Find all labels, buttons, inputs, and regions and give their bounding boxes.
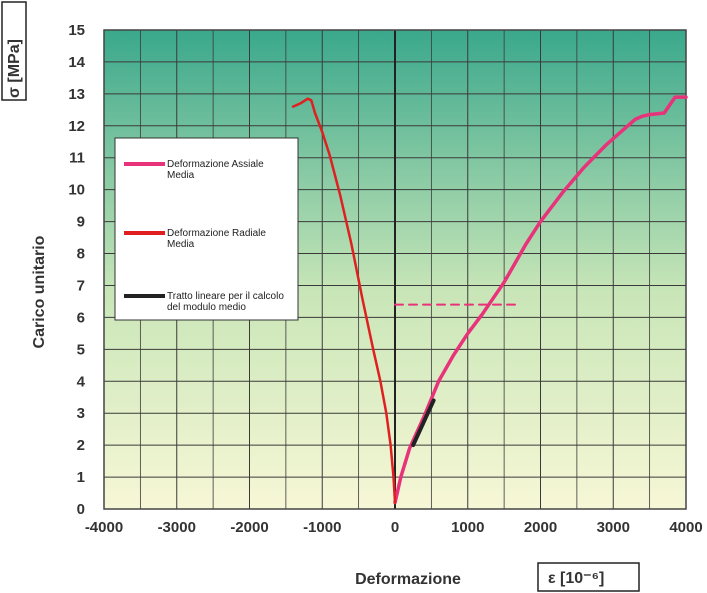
y-axis-title: Carico unitario (31, 235, 48, 348)
series-line-1 (291, 97, 397, 504)
y-tick-label-1: 1 (77, 469, 85, 486)
y-tick-label-5: 5 (77, 341, 85, 358)
y-tick-label-13: 13 (68, 86, 85, 103)
legend-label-2-1: del modulo medio (167, 302, 246, 313)
x-tick-label-1: -3000 (158, 519, 196, 536)
y-tick-label-4: 4 (77, 373, 86, 390)
series-line-2 (411, 398, 436, 448)
x-axis-title: Deformazione (355, 571, 461, 588)
x-tick-label-7: 3000 (597, 519, 630, 536)
x-tick-label-2: -2000 (230, 519, 268, 536)
y-tick-label-7: 7 (77, 277, 85, 294)
x-unit-label: ε [10⁻⁶] (548, 570, 604, 587)
y-tick-label-15: 15 (68, 22, 85, 39)
y-tick-label-9: 9 (77, 214, 85, 231)
series-group (291, 95, 688, 505)
plot-frame (103, 29, 687, 510)
y-tick-label-8: 8 (77, 246, 85, 263)
x-unit-box (537, 562, 640, 592)
x-tick-labels: -4000 -3000 -2000 -1000 0 1000 2000 3000 4000 (85, 519, 703, 536)
y-tick-label-12: 12 (68, 118, 85, 135)
legend-label-2-0: Tratto lineare per il calcolo (167, 291, 284, 302)
legend-label-1-1: Media (167, 239, 195, 250)
y-tick-label-2: 2 (77, 437, 85, 454)
legend-label-0-0: Deformazione Assiale (167, 159, 264, 170)
y-tick-label-11: 11 (69, 150, 85, 167)
legend-label-1-0: Deformazione Radiale (167, 228, 266, 239)
y-unit-label: σ [MPa] (6, 39, 23, 98)
x-tick-label-5: 1000 (451, 519, 484, 536)
legend-label-0-1: Media (167, 170, 195, 181)
x-tick-label-3: -1000 (303, 519, 341, 536)
x-tick-label-6: 2000 (524, 519, 557, 536)
legend-box (114, 137, 299, 321)
y-tick-label-0: 0 (77, 501, 85, 518)
y-tick-label-6: 6 (77, 309, 85, 326)
x-tick-label-4: 0 (391, 519, 399, 536)
x-tick-label-8: 4000 (669, 519, 702, 536)
y-tick-label-3: 3 (77, 405, 85, 422)
x-tick-label-0: -4000 (85, 519, 123, 536)
y-tick-label-14: 14 (68, 54, 85, 71)
y-tick-label-10: 10 (68, 182, 85, 199)
y-unit-box (1, 1, 27, 101)
series-line-0 (393, 95, 688, 505)
